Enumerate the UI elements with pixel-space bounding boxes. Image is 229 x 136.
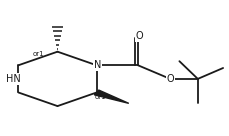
Text: HN: HN [6,74,21,84]
Text: or1: or1 [32,51,44,57]
Text: or1: or1 [94,94,106,100]
Text: O: O [166,74,173,84]
Polygon shape [94,90,128,103]
Text: N: N [94,60,101,70]
Text: O: O [135,31,142,41]
